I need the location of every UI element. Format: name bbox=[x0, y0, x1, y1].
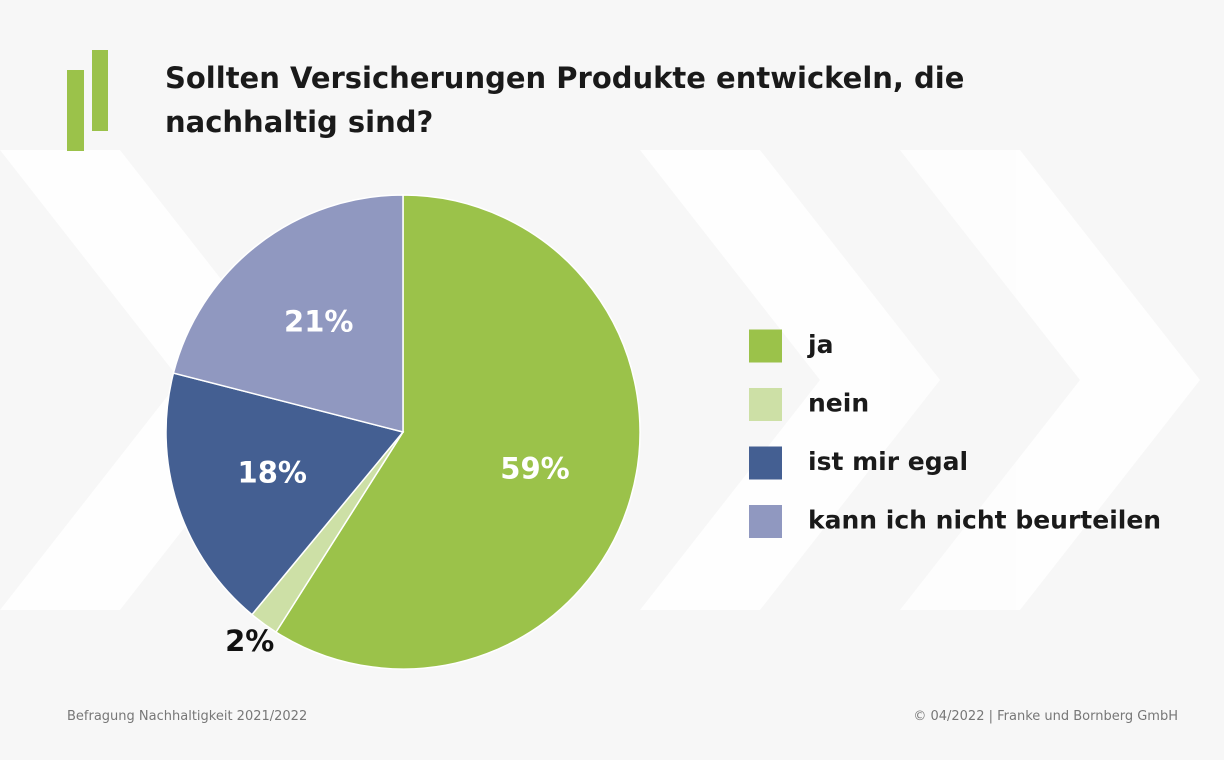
pie-slice bbox=[172, 194, 404, 433]
legend-label: ist mir egal bbox=[808, 447, 968, 476]
copyright: © 04/2022 | Franke und Bornberg GmbH bbox=[913, 709, 1178, 724]
logo-bar bbox=[92, 50, 108, 131]
legend-label: nein bbox=[808, 389, 869, 418]
logo-bar bbox=[67, 70, 84, 151]
chevron bbox=[900, 150, 1200, 610]
legend-label: ja bbox=[807, 330, 833, 359]
legend-swatch bbox=[749, 388, 782, 421]
legend-swatch bbox=[749, 446, 782, 480]
legend-swatch bbox=[749, 329, 782, 363]
legend-label: kann ich nicht beurteilen bbox=[808, 506, 1161, 535]
chart-title: Sollten Versicherungen Produkte entwicke… bbox=[165, 61, 965, 139]
pie-slice bbox=[165, 372, 405, 616]
chevron bbox=[640, 150, 940, 610]
source: Befragung Nachhaltigkeit 2021/2022 bbox=[67, 709, 308, 724]
pie-slice bbox=[274, 194, 641, 670]
data-label: 59% bbox=[500, 451, 569, 485]
data-label: 18% bbox=[238, 455, 307, 489]
data-label: 21% bbox=[284, 304, 353, 338]
data-label: 2% bbox=[225, 624, 274, 658]
legend-swatch bbox=[749, 505, 782, 538]
